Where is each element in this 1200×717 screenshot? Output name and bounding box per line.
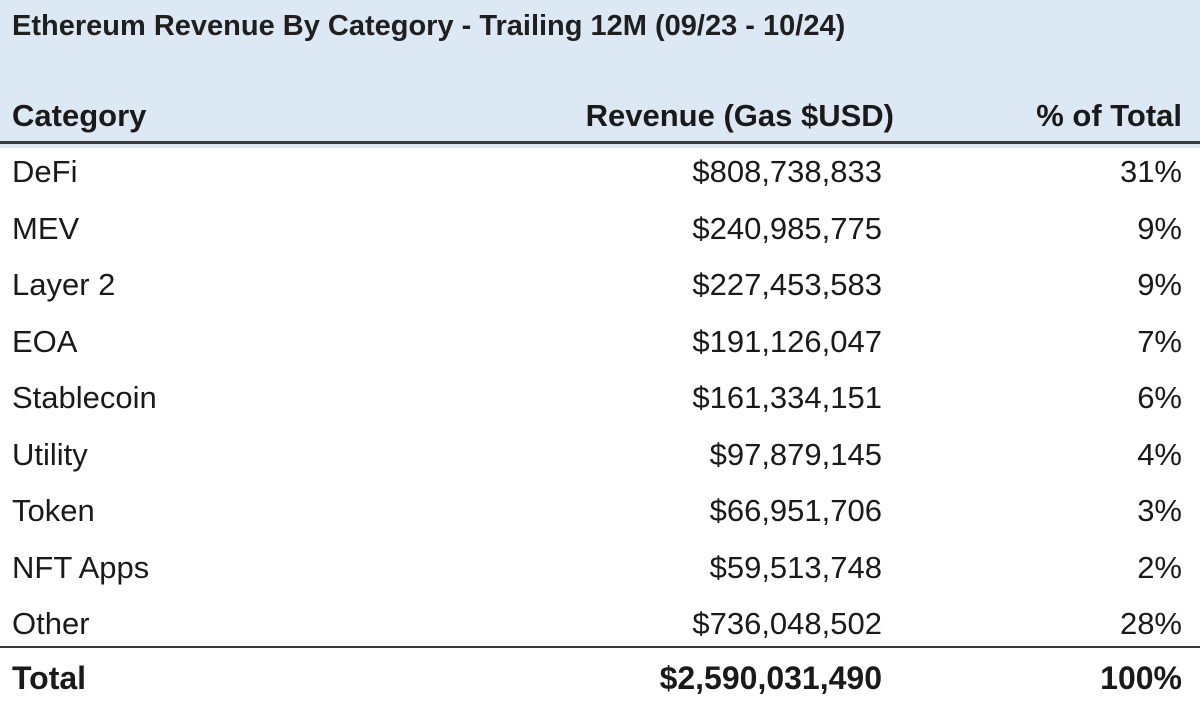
row-percent: 7% [1137,324,1182,359]
row-percent: 28% [1119,606,1182,641]
row-category: MEV [12,211,80,246]
table-row: Stablecoin $161,334,151 6% [0,372,1200,428]
total-divider [0,646,1200,648]
row-revenue: $227,453,583 [692,267,882,302]
column-header-percent: % of Total [1036,98,1182,133]
table-title: Ethereum Revenue By Category - Trailing … [12,10,846,42]
row-category: Stablecoin [12,380,157,415]
column-header-revenue: Revenue (Gas $USD) [585,98,894,133]
table-row: Token $66,951,706 3% [0,485,1200,541]
row-category: EOA [12,324,78,359]
row-percent: 9% [1137,211,1182,246]
row-percent: 4% [1137,437,1182,472]
row-percent: 31% [1119,154,1182,189]
total-row: Total $2,590,031,490 100% [0,652,1200,708]
row-percent: 3% [1137,493,1182,528]
row-revenue: $66,951,706 [709,493,882,528]
table-row: Utility $97,879,145 4% [0,429,1200,485]
row-category: Utility [12,437,88,472]
column-header-category: Category [12,98,147,133]
row-category: DeFi [12,154,78,189]
row-percent: 6% [1137,380,1182,415]
row-revenue: $808,738,833 [692,154,882,189]
total-label: Total [12,660,87,696]
row-revenue: $59,513,748 [709,550,882,585]
row-category: Layer 2 [12,267,116,302]
table-row: Other $736,048,502 28% [0,598,1200,654]
row-revenue: $161,334,151 [692,380,882,415]
row-revenue: $240,985,775 [692,211,882,246]
table-row: DeFi $808,738,833 31% [0,146,1200,202]
table-row: NFT Apps $59,513,748 2% [0,542,1200,598]
row-percent: 9% [1137,267,1182,302]
row-revenue: $97,879,145 [709,437,882,472]
row-category: Other [12,606,90,641]
table-row: MEV $240,985,775 9% [0,203,1200,259]
total-percent: 100% [1100,660,1182,696]
header-divider [0,141,1200,144]
table-header-band [0,0,1200,148]
row-category: Token [12,493,95,528]
table-row: Layer 2 $227,453,583 9% [0,259,1200,315]
row-percent: 2% [1137,550,1182,585]
row-revenue: $736,048,502 [692,606,882,641]
row-category: NFT Apps [12,550,150,585]
table-row: EOA $191,126,047 7% [0,316,1200,372]
total-revenue: $2,590,031,490 [659,660,882,696]
row-revenue: $191,126,047 [692,324,882,359]
